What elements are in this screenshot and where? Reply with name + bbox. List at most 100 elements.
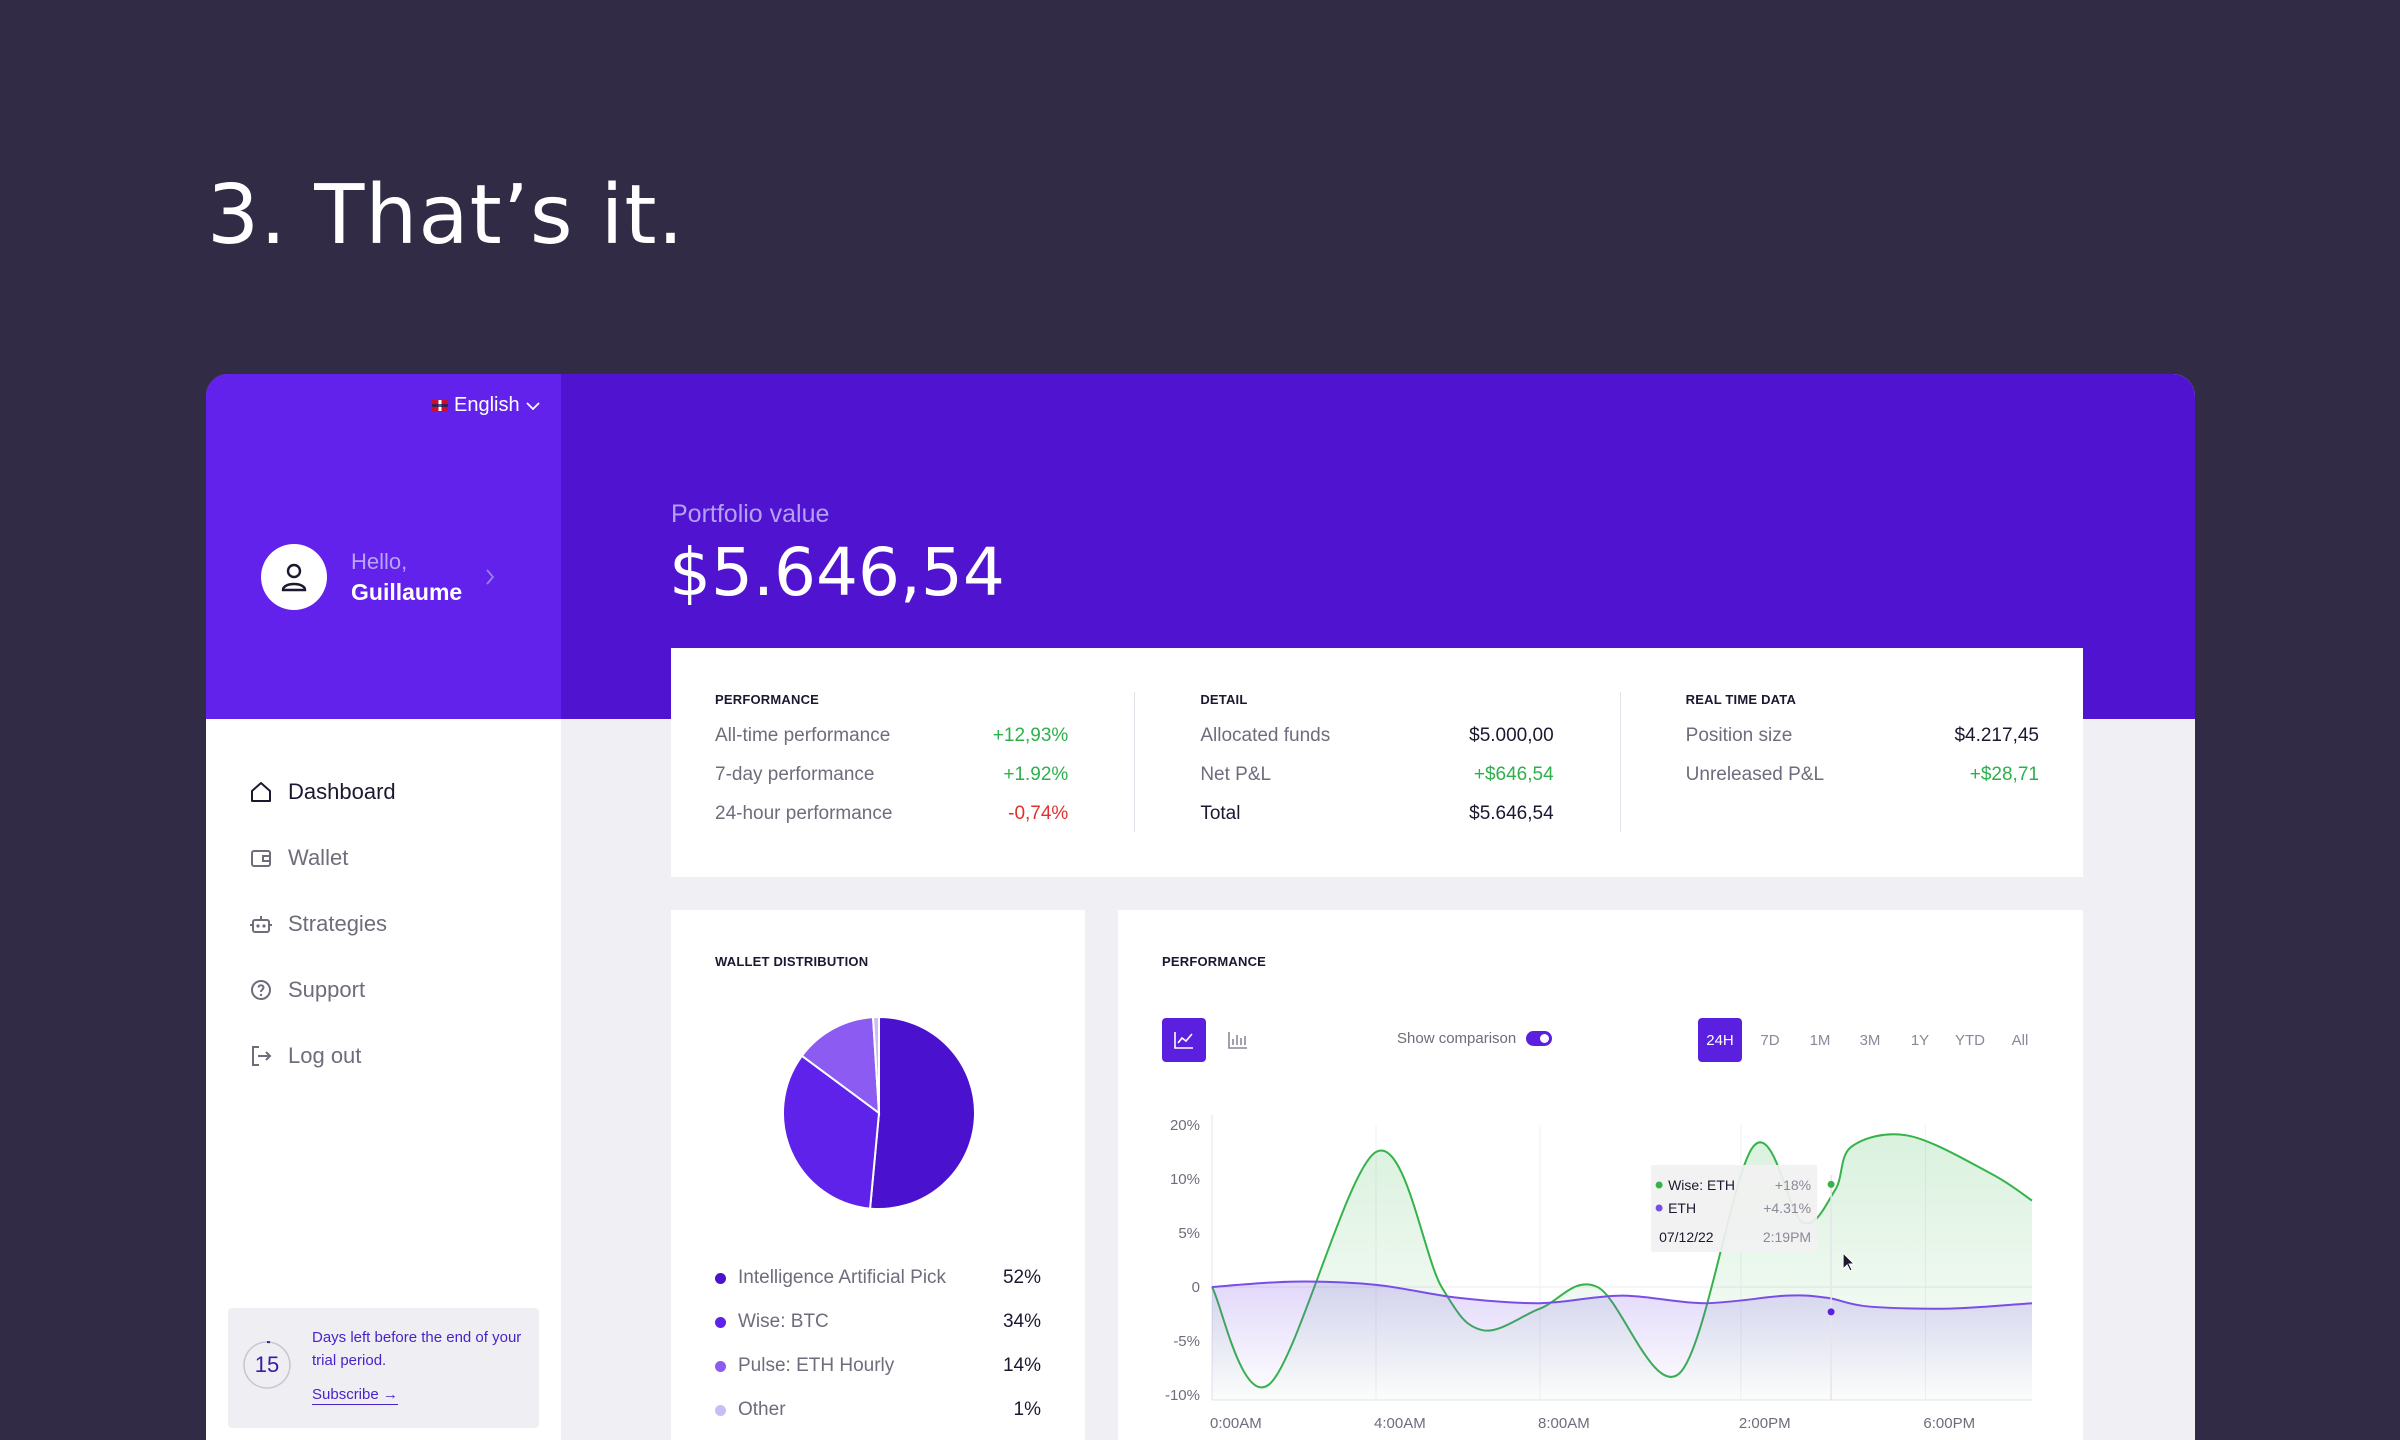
language-selector[interactable]: English <box>432 394 540 417</box>
hover-point <box>1827 1180 1835 1188</box>
y-tick-label: -10% <box>1165 1387 1200 1404</box>
y-tick-label: 20% <box>1170 1117 1200 1134</box>
chart-tooltip: Wise: ETH +18% ETH +4.31% 07/12/22 2:19PM <box>1651 1165 1818 1252</box>
legend-label: Wise: BTC <box>738 1311 829 1332</box>
sidebar-item-wallet[interactable]: Wallet <box>248 825 396 891</box>
legend-item: Other 1% <box>715 1388 1041 1432</box>
home-icon <box>251 782 271 802</box>
wallet-legend: Intelligence Artificial Pick 52% Wise: BTC… <box>715 1256 1041 1432</box>
legend-dot <box>715 1360 726 1372</box>
range-tab-1y[interactable]: 1Y <box>1910 1031 1930 1049</box>
language-label: English <box>454 394 520 416</box>
line-chart-button[interactable] <box>1162 1018 1206 1062</box>
sidebar-item-support[interactable]: Support <box>248 957 396 1023</box>
section-title: DETAIL <box>1200 692 1248 707</box>
sidebar-item-label: Support <box>288 977 366 1002</box>
legend-percent: 34% <box>1002 1311 1041 1332</box>
summary-card: PERFORMANCE All-time performance +12,93% … <box>671 648 2083 877</box>
trial-progress-ring <box>243 1341 291 1389</box>
sidebar-item-dashboard[interactable]: Dashboard <box>248 759 396 825</box>
sidebar-item-strategies[interactable]: Strategies <box>248 891 396 957</box>
stat-label: Total <box>1200 803 1241 824</box>
sidebar-nav: Dashboard Wallet Strategies Support Log … <box>248 759 396 1089</box>
y-tick-label: 10% <box>1170 1171 1200 1188</box>
chevron-right-icon[interactable] <box>484 568 496 586</box>
x-tick-label: 6:00PM <box>1923 1415 1975 1430</box>
stat-value: -0,74% <box>1008 803 1069 824</box>
mouse-cursor-icon <box>1842 1251 1856 1272</box>
pie-slice <box>868 1015 977 1210</box>
x-tick-label: 8:00AM <box>1538 1415 1590 1430</box>
legend-label: Intelligence Artificial Pick <box>738 1267 947 1288</box>
stat-row: 24-hour performance -0,74% <box>715 803 1068 842</box>
legend-item: Wise: BTC 34% <box>715 1300 1041 1344</box>
range-tab-1m[interactable]: 1M <box>1809 1031 1831 1049</box>
legend-item: Pulse: ETH Hourly 14% <box>715 1344 1041 1388</box>
legend-percent: 14% <box>1002 1355 1041 1376</box>
legend-item: Intelligence Artificial Pick 52% <box>715 1256 1041 1300</box>
range-tab-ytd[interactable]: YTD <box>1955 1031 1985 1049</box>
show-comparison: Show comparison <box>1397 1030 1553 1047</box>
dashboard-app: English Hello, Guillaume Dashboard Walle… <box>206 374 2195 1440</box>
legend-dot <box>715 1316 726 1328</box>
range-tab-24h[interactable]: 24H <box>1698 1018 1742 1062</box>
stat-row: All-time performance +12,93% <box>715 725 1068 764</box>
y-tick-label: 5% <box>1178 1225 1200 1242</box>
chevron-down-icon <box>525 401 540 410</box>
logout-icon <box>252 1046 272 1066</box>
performance-chart-card: PERFORMANCE Show comparison 24H 7D 1M 3M 1Y Y… <box>1118 910 2083 1440</box>
pie-slice <box>800 1016 881 1116</box>
range-tab-3m[interactable]: 3M <box>1859 1031 1881 1049</box>
performance-line-chart[interactable]: 20% 10% 5% 0 -5% -10% 0:00AM 4:00AM 8:00AM 2:00PM… <box>1162 1100 2042 1430</box>
stat-value: $5.646,54 <box>1469 803 1554 824</box>
sidebar-item-label: Dashboard <box>288 779 396 804</box>
performance-section: PERFORMANCE All-time performance +12,93% … <box>715 692 1134 877</box>
x-tick-label: 0:00AM <box>1210 1415 1262 1430</box>
stat-row: Total $5.646,54 <box>1200 803 1553 842</box>
comparison-toggle[interactable] <box>1526 1031 1553 1046</box>
realtime-section: REAL TIME DATA Position size $4.217,45 Un… <box>1619 692 2039 877</box>
legend-dot <box>715 1272 726 1284</box>
trial-banner: 15 Days left before the end of your tria… <box>228 1308 539 1428</box>
stat-row: Allocated funds $5.000,00 <box>1200 725 1553 764</box>
detail-section: DETAIL Allocated funds $5.000,00 Net P&L +… <box>1134 692 1619 877</box>
bar-chart-icon <box>1228 1032 1247 1049</box>
hover-point <box>1827 1308 1835 1316</box>
line-chart-icon <box>1174 1032 1193 1049</box>
user-icon <box>281 563 307 592</box>
range-tab-7d[interactable]: 7D <box>1760 1031 1780 1049</box>
stat-row: Unreleased P&L +$28,71 <box>1686 764 2039 803</box>
bar-chart-button[interactable] <box>1216 1018 1260 1062</box>
avatar <box>261 544 327 610</box>
section-title: PERFORMANCE <box>1162 954 1267 969</box>
portfolio-label: Portfolio value <box>671 500 830 528</box>
subscribe-link[interactable]: Subscribe → <box>312 1386 398 1405</box>
stat-value: +$646,54 <box>1473 764 1554 785</box>
wallet-icon <box>251 850 271 867</box>
sidebar-item-logout[interactable]: Log out <box>248 1023 396 1089</box>
legend-percent: 1% <box>1013 1399 1041 1420</box>
help-icon <box>251 980 271 1000</box>
section-title: WALLET DISTRIBUTION <box>715 954 869 969</box>
sidebar-item-label: Wallet <box>288 845 349 870</box>
user-name: Guillaume <box>351 579 463 605</box>
legend-label: Other <box>738 1399 786 1420</box>
uk-flag-icon <box>432 400 448 411</box>
stat-value: $5.000,00 <box>1469 725 1554 746</box>
tooltip-series-label: Wise: ETH <box>1668 1177 1735 1193</box>
chart-type-toggle <box>1162 1018 1260 1062</box>
stat-row: Position size $4.217,45 <box>1686 725 2039 764</box>
series-line-2 <box>1211 1280 2033 1310</box>
user-profile[interactable]: Hello, Guillaume <box>261 544 462 610</box>
stat-label: 7-day performance <box>715 764 875 785</box>
comparison-label: Show comparison <box>1397 1030 1517 1047</box>
range-tab-all[interactable]: All <box>2011 1031 2029 1049</box>
stat-value: +$28,71 <box>1969 764 2039 785</box>
tooltip-date: 07/12/22 <box>1659 1229 1714 1245</box>
stat-row: 7-day performance +1.92% <box>715 764 1068 803</box>
trial-text: Days left before the end of your trial p… <box>312 1329 522 1369</box>
stat-label: Position size <box>1685 725 1793 746</box>
legend-label: Pulse: ETH Hourly <box>738 1355 895 1376</box>
page-headline: 3. That’s it. <box>207 168 685 263</box>
wallet-distribution-card: WALLET DISTRIBUTION Intelligence Artific… <box>671 910 1085 1440</box>
